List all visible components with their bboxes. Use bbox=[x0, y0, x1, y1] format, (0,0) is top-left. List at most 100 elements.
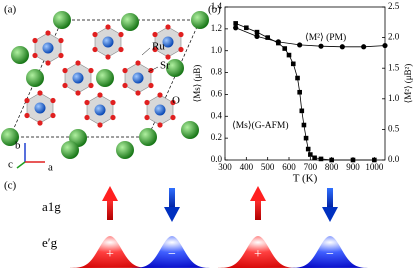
strontium bbox=[181, 121, 199, 139]
x-axis-label: T (K) bbox=[293, 173, 318, 185]
oxygen bbox=[24, 97, 30, 104]
oxygen bbox=[37, 120, 43, 126]
series-annotation: ⟨Ms⟩(G-AFM) bbox=[232, 120, 289, 131]
oxygen bbox=[170, 114, 176, 121]
strontium bbox=[121, 13, 139, 31]
oxygen bbox=[97, 122, 103, 128]
orbital-lobe bbox=[70, 236, 150, 268]
ruthenium bbox=[132, 72, 144, 84]
arrow-shaft bbox=[169, 188, 175, 208]
oxygen bbox=[118, 46, 124, 53]
axis-label: a bbox=[48, 162, 53, 174]
arrow-head bbox=[164, 207, 180, 222]
marker bbox=[254, 29, 260, 35]
orbital-sign: + bbox=[254, 247, 262, 262]
oxygen bbox=[88, 67, 94, 74]
x-tick-label: 900 bbox=[346, 162, 360, 172]
axis-label: c bbox=[8, 159, 13, 171]
oxygen bbox=[105, 24, 111, 30]
axis-label: b bbox=[15, 140, 21, 152]
marker bbox=[297, 42, 303, 48]
oxygen bbox=[118, 31, 124, 38]
orbital-lobe bbox=[132, 236, 212, 268]
oxygen bbox=[165, 24, 171, 30]
oxygen bbox=[50, 97, 56, 104]
orbital-sign: + bbox=[106, 247, 114, 262]
strontium bbox=[96, 69, 114, 87]
panel-label: (b) bbox=[208, 4, 221, 16]
oxygen bbox=[32, 37, 38, 44]
marker bbox=[299, 108, 305, 114]
x-tick-label: 700 bbox=[304, 162, 318, 172]
panel-label: (c) bbox=[4, 180, 17, 192]
oxygen bbox=[110, 99, 116, 106]
oxygen bbox=[105, 54, 111, 60]
y2-axis-label: ⟨M²⟩ (μB²) bbox=[403, 64, 413, 104]
oxygen bbox=[58, 37, 64, 44]
marker bbox=[286, 52, 292, 58]
panel-b: (b) 300 400 500 600 700 800 900 1000 0.0 0.2 0.4 0.6… bbox=[192, 1, 413, 184]
y2-tick-label: 0.5 bbox=[388, 123, 400, 133]
marker bbox=[244, 25, 249, 31]
orbital-lobe bbox=[218, 236, 298, 268]
ruthenium bbox=[102, 36, 114, 48]
strontium bbox=[116, 141, 134, 159]
ruthenium bbox=[34, 102, 46, 114]
atom-label: Sr bbox=[160, 60, 170, 72]
strontium bbox=[166, 59, 184, 77]
oxygen bbox=[24, 112, 30, 119]
ruthenium bbox=[42, 42, 54, 54]
oxygen bbox=[152, 31, 158, 38]
marker bbox=[318, 156, 324, 162]
oxygen bbox=[75, 60, 81, 66]
oxygen bbox=[92, 31, 98, 38]
atom-label: O bbox=[172, 95, 180, 107]
oxygen bbox=[37, 90, 43, 96]
x-tick-label: 400 bbox=[240, 162, 254, 172]
strontium bbox=[1, 128, 19, 146]
marker bbox=[303, 135, 309, 141]
marker bbox=[339, 44, 345, 50]
oxygen bbox=[165, 54, 171, 60]
oxygen bbox=[157, 92, 163, 98]
y2-tick-label: 1.5 bbox=[388, 62, 400, 72]
marker bbox=[265, 35, 270, 40]
arrow-head bbox=[250, 186, 266, 201]
leader bbox=[141, 47, 151, 56]
series-annotation: ⟨M²⟩ (PM) bbox=[305, 32, 346, 43]
oxygen bbox=[97, 92, 103, 98]
marker bbox=[305, 146, 311, 152]
y-tick-label: 0.4 bbox=[211, 110, 223, 120]
x-tick-label: 1000 bbox=[365, 162, 384, 172]
orbital-sign: − bbox=[326, 247, 334, 262]
orbital-sign: − bbox=[168, 247, 176, 262]
strontium bbox=[11, 46, 29, 64]
oxygen bbox=[178, 31, 184, 38]
oxygen bbox=[45, 60, 51, 66]
y2-tick-label: 0.0 bbox=[388, 154, 400, 164]
marker bbox=[295, 75, 300, 81]
oxygen bbox=[92, 46, 98, 53]
y-tick-label: 0.0 bbox=[211, 154, 223, 164]
oxygen bbox=[152, 46, 158, 53]
ruthenium bbox=[154, 104, 166, 116]
x-tick-label: 800 bbox=[325, 162, 339, 172]
marker bbox=[308, 152, 313, 157]
row-label: e′g bbox=[42, 235, 58, 250]
y-tick-label: 0.8 bbox=[211, 67, 223, 77]
ruthenium bbox=[162, 36, 174, 48]
oxygen bbox=[144, 99, 150, 106]
marker bbox=[361, 44, 367, 50]
oxygen bbox=[157, 122, 163, 128]
oxygen bbox=[84, 99, 90, 106]
marker bbox=[318, 43, 324, 49]
arrow-shaft bbox=[255, 200, 261, 220]
marker bbox=[329, 157, 334, 163]
leader bbox=[147, 66, 159, 73]
oxygen bbox=[135, 90, 141, 96]
axis-arrow bbox=[16, 161, 26, 169]
marker bbox=[254, 33, 260, 39]
oxygen bbox=[135, 60, 141, 66]
x-tick-label: 300 bbox=[218, 162, 232, 172]
